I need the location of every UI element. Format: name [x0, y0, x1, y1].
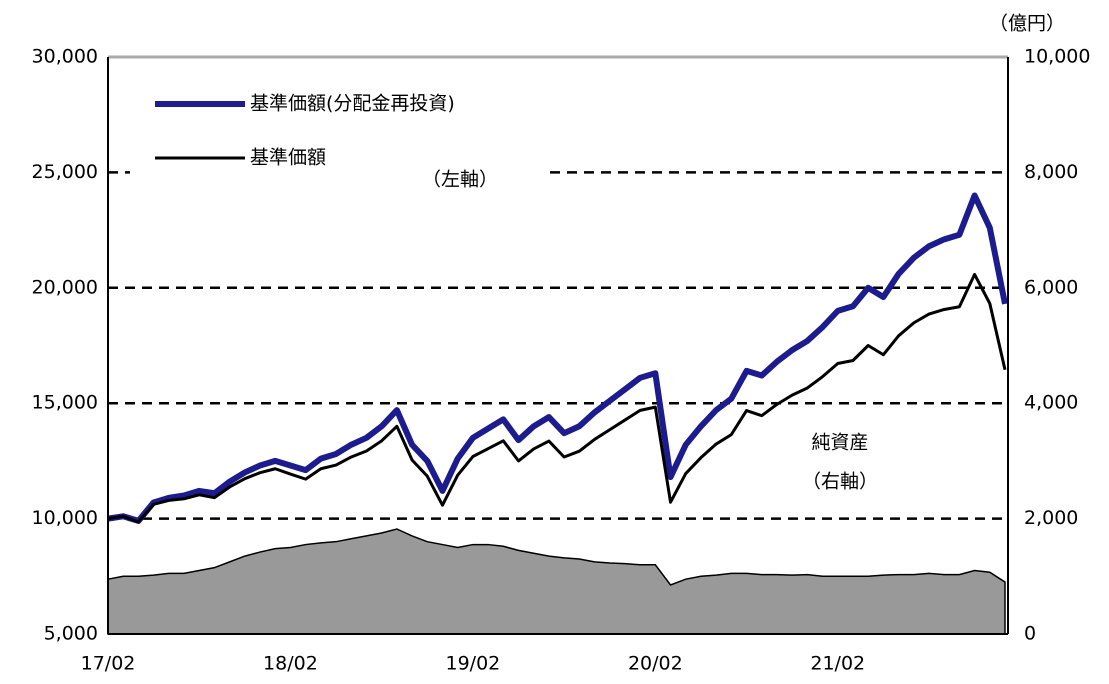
- y-tick-label: 30,000: [32, 46, 98, 68]
- annotation: （右軸）: [802, 471, 878, 493]
- annotation: 純資産: [811, 432, 868, 454]
- x-tick-label: 18/02: [263, 653, 318, 675]
- x-tick-label: 21/02: [810, 653, 865, 675]
- x-tick-label: 19/02: [445, 653, 500, 675]
- y2-tick-label: 4,000: [1024, 392, 1078, 414]
- y2-tick-label: 10,000: [1024, 46, 1090, 68]
- price-line: [107, 272, 1007, 524]
- y2-tick-label: 8,000: [1024, 161, 1078, 183]
- y-tick-label: 5,000: [44, 623, 98, 645]
- y-tick-label: 20,000: [32, 276, 98, 298]
- x-tick-label: 17/02: [81, 653, 136, 675]
- legend-label: 基準価額: [250, 147, 326, 169]
- y-tick-label: 25,000: [32, 161, 98, 183]
- legend-label: 基準価額(分配金再投資): [250, 93, 455, 115]
- y2-tick-label: 6,000: [1024, 276, 1078, 298]
- x-tick-label: 20/02: [628, 653, 683, 675]
- y2-tick-label: 2,000: [1024, 507, 1078, 529]
- y2-unit: （億円）: [989, 13, 1065, 35]
- y-tick-label: 15,000: [32, 392, 98, 414]
- net-assets-area: [107, 528, 1006, 635]
- y2-tick-label: 0: [1024, 623, 1036, 645]
- annotation: （左軸）: [422, 169, 498, 191]
- price-line: [107, 192, 1008, 524]
- y-tick-label: 10,000: [32, 507, 98, 529]
